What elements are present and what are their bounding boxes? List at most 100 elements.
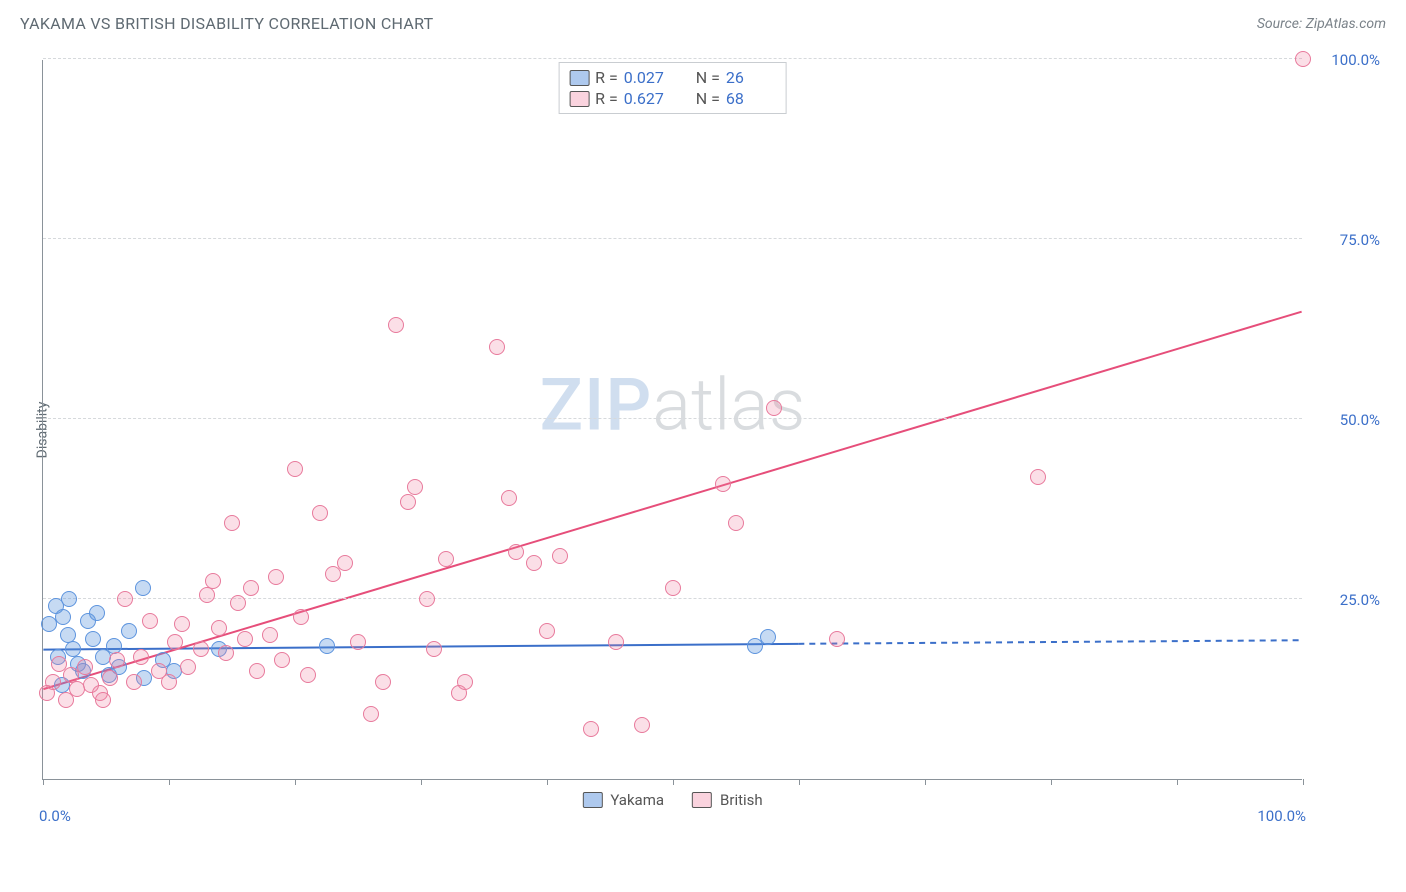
data-point	[174, 616, 190, 632]
legend-label-yakama: Yakama	[610, 791, 664, 809]
legend-row-british: R = 0.627 N = 68	[569, 88, 776, 109]
x-tick	[421, 779, 422, 785]
data-point	[193, 641, 209, 657]
gridline	[43, 418, 1302, 419]
data-point	[243, 580, 259, 596]
header: YAKAMA VS BRITISH DISABILITY CORRELATION…	[0, 0, 1406, 43]
swatch-yakama	[569, 70, 589, 86]
data-point	[211, 620, 227, 636]
data-point	[205, 573, 221, 589]
data-point	[426, 641, 442, 657]
data-point	[489, 339, 505, 355]
regression-line	[43, 644, 798, 650]
data-point	[117, 591, 133, 607]
x-tick	[1177, 779, 1178, 785]
legend-item-yakama: Yakama	[582, 791, 664, 809]
data-point	[375, 674, 391, 690]
data-point	[508, 544, 524, 560]
source-attribution: Source: ZipAtlas.com	[1257, 16, 1386, 32]
data-point	[55, 609, 71, 625]
swatch-british	[569, 91, 589, 107]
data-point	[249, 663, 265, 679]
y-tick-label: 50.0%	[1310, 411, 1380, 429]
data-point	[760, 629, 776, 645]
data-point	[89, 605, 105, 621]
data-point	[237, 631, 253, 647]
data-point	[728, 515, 744, 531]
swatch-yakama	[582, 792, 602, 808]
x-tick	[547, 779, 548, 785]
r-label: R =	[595, 89, 618, 108]
source-name: ZipAtlas.com	[1306, 16, 1386, 32]
x-tick	[799, 779, 800, 785]
data-point	[133, 649, 149, 665]
x-tick	[673, 779, 674, 785]
data-point	[180, 659, 196, 675]
x-tick-label-max: 100.0%	[1257, 807, 1306, 825]
data-point	[106, 638, 122, 654]
x-tick	[925, 779, 926, 785]
data-point	[85, 631, 101, 647]
data-point	[665, 580, 681, 596]
data-point	[121, 623, 137, 639]
data-point	[293, 609, 309, 625]
data-point	[224, 515, 240, 531]
data-point	[501, 490, 517, 506]
n-label: N =	[696, 68, 720, 87]
data-point	[388, 317, 404, 333]
r-label: R =	[595, 68, 618, 87]
data-point	[337, 555, 353, 571]
data-point	[95, 692, 111, 708]
legend-row-yakama: R = 0.027 N = 26	[569, 67, 776, 88]
data-point	[287, 461, 303, 477]
y-tick-label: 100.0%	[1310, 51, 1380, 69]
data-point	[61, 591, 77, 607]
data-point	[715, 476, 731, 492]
data-point	[45, 674, 61, 690]
data-point	[363, 706, 379, 722]
data-point	[829, 631, 845, 647]
data-point	[135, 580, 151, 596]
x-tick	[295, 779, 296, 785]
y-tick-label: 25.0%	[1310, 591, 1380, 609]
gridline	[43, 238, 1302, 239]
x-tick	[169, 779, 170, 785]
data-point	[126, 674, 142, 690]
data-point	[167, 634, 183, 650]
regression-lines	[43, 60, 1302, 779]
r-value-yakama: 0.027	[624, 68, 674, 87]
gridline	[43, 58, 1302, 59]
data-point	[77, 659, 93, 675]
data-point	[161, 674, 177, 690]
data-point	[109, 652, 125, 668]
data-point	[1030, 469, 1046, 485]
data-point	[438, 551, 454, 567]
regression-line	[43, 312, 1301, 689]
data-point	[262, 627, 278, 643]
data-point	[400, 494, 416, 510]
correlation-legend: R = 0.027 N = 26 R = 0.627 N = 68	[558, 62, 787, 114]
data-point	[142, 613, 158, 629]
data-point	[199, 587, 215, 603]
data-point	[634, 717, 650, 733]
n-value-yakama: 26	[726, 68, 776, 87]
data-point	[407, 479, 423, 495]
data-point	[1295, 51, 1311, 67]
legend-item-british: British	[692, 791, 763, 809]
data-point	[608, 634, 624, 650]
data-point	[539, 623, 555, 639]
chart-area: Disability ZIPatlas R = 0.027 N = 26 R =…	[42, 60, 1382, 800]
data-point	[419, 591, 435, 607]
data-point	[218, 645, 234, 661]
x-tick	[1051, 779, 1052, 785]
x-tick	[43, 779, 44, 785]
data-point	[102, 670, 118, 686]
series-legend: Yakama British	[582, 791, 762, 809]
n-value-british: 68	[726, 89, 776, 108]
plot-region: ZIPatlas R = 0.027 N = 26 R = 0.627 N = …	[42, 60, 1302, 780]
swatch-british	[692, 792, 712, 808]
r-value-british: 0.627	[624, 89, 674, 108]
data-point	[230, 595, 246, 611]
data-point	[457, 674, 473, 690]
x-tick-label-min: 0.0%	[39, 807, 71, 825]
